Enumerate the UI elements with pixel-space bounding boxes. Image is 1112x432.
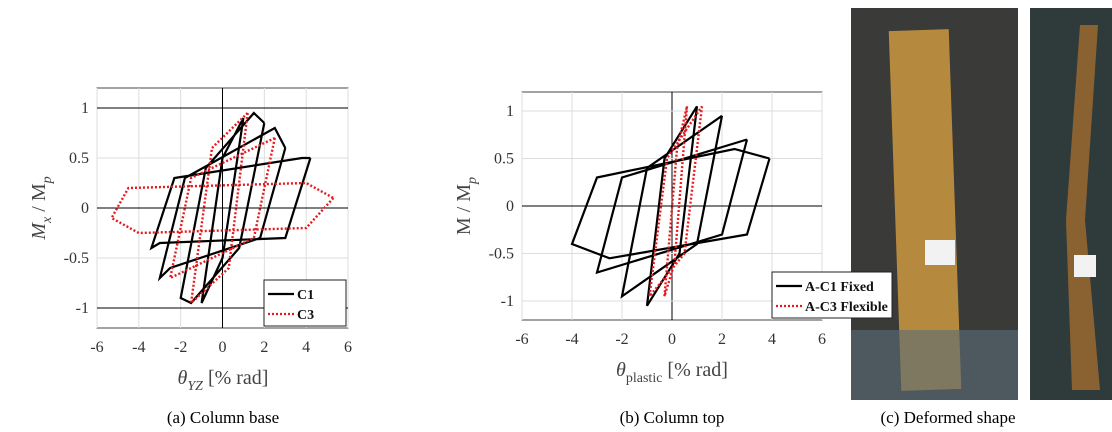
y-tick-label: 0.5 bbox=[69, 150, 89, 167]
label-subscript: YZ bbox=[187, 379, 203, 394]
label-part: θ bbox=[178, 367, 188, 389]
label-part: [% rad] bbox=[662, 359, 728, 381]
y-tick-label: -0.5 bbox=[489, 246, 514, 263]
x-tick-label: -2 bbox=[615, 331, 628, 348]
y-tick-label: 0.5 bbox=[494, 151, 514, 168]
caption: (a) Column base bbox=[167, 408, 279, 427]
legend-label: A-C3 Flexible bbox=[805, 300, 888, 315]
y-tick-label: 1 bbox=[506, 103, 514, 120]
y-tick-label: 1 bbox=[81, 100, 89, 117]
label-part: M bbox=[28, 222, 50, 241]
label-part: M / M bbox=[453, 184, 475, 235]
x-tick-label: 0 bbox=[219, 339, 227, 356]
legend-label: C3 bbox=[297, 308, 314, 323]
x-tick-label: 2 bbox=[718, 331, 726, 348]
legend-box bbox=[263, 279, 347, 327]
legend-label: C1 bbox=[297, 288, 314, 303]
x-tick-label: 2 bbox=[260, 339, 268, 356]
photos: (c) Deformed shape bbox=[851, 8, 1112, 427]
series-line bbox=[570, 105, 771, 307]
label-part: / M bbox=[28, 183, 50, 217]
x-axis-label: θplastic [% rad] bbox=[616, 359, 728, 386]
column-specimen-2 bbox=[1066, 25, 1100, 390]
x-tick-label: 6 bbox=[344, 339, 352, 356]
x-tick-label: -6 bbox=[515, 331, 528, 348]
x-tick-label: -4 bbox=[132, 339, 145, 356]
y-tick-label: 0 bbox=[81, 200, 89, 217]
series-line bbox=[647, 105, 704, 301]
caption: (c) Deformed shape bbox=[881, 408, 1016, 427]
x-axis-label: θYZ [% rad] bbox=[178, 367, 269, 394]
column-specimen bbox=[888, 29, 962, 391]
label-subscript: p bbox=[40, 176, 55, 184]
y-tick-label: -1 bbox=[501, 293, 514, 310]
label-part: [% rad] bbox=[203, 367, 269, 389]
x-tick-label: 4 bbox=[768, 331, 776, 348]
legend-box bbox=[771, 271, 893, 319]
y-axis-label: M / Mp bbox=[453, 177, 480, 235]
specimen-tag bbox=[925, 240, 955, 265]
label-part: θ bbox=[616, 359, 626, 381]
series-line bbox=[109, 112, 335, 307]
label-subscript: x bbox=[40, 216, 55, 224]
label-subscript: p bbox=[465, 177, 480, 185]
x-tick-label: 6 bbox=[818, 331, 826, 348]
y-tick-label: 0 bbox=[506, 198, 514, 215]
y-tick-label: -1 bbox=[76, 300, 89, 317]
series-line bbox=[149, 111, 312, 305]
caption: (b) Column top bbox=[620, 408, 725, 427]
x-tick-label: -2 bbox=[174, 339, 187, 356]
x-tick-label: 0 bbox=[668, 331, 676, 348]
legend-label: A-C1 Fixed bbox=[805, 280, 874, 295]
photo-floor bbox=[851, 330, 1018, 400]
y-tick-label: -0.5 bbox=[64, 250, 89, 267]
x-tick-label: -4 bbox=[565, 331, 578, 348]
x-tick-label: -6 bbox=[90, 339, 103, 356]
label-subscript: plastic bbox=[626, 371, 663, 386]
y-axis-label: Mx / Mp bbox=[28, 176, 55, 240]
specimen-tag-2 bbox=[1074, 255, 1096, 277]
x-tick-label: 4 bbox=[302, 339, 310, 356]
